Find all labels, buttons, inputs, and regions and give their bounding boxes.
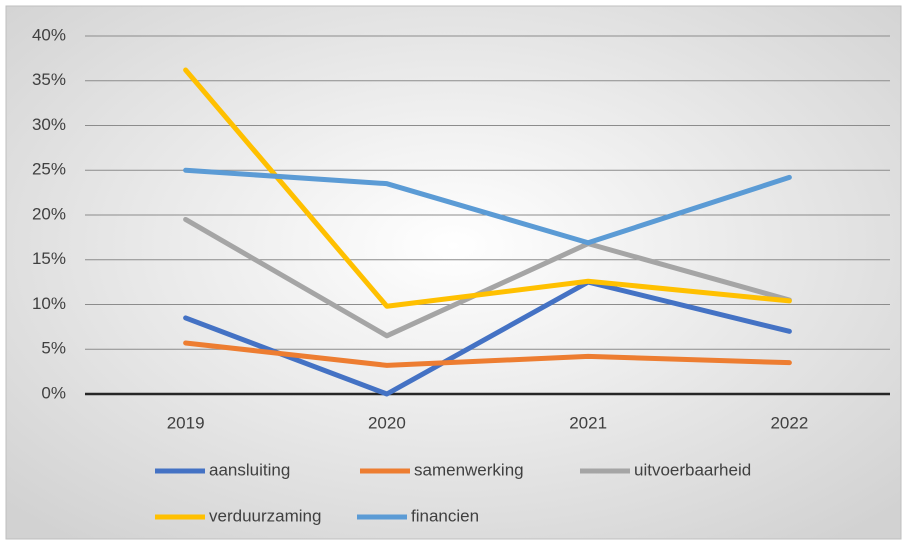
legend-label: financien	[411, 506, 479, 525]
y-tick-label: 25%	[32, 160, 66, 179]
x-tick-label: 2019	[167, 413, 205, 432]
y-tick-label: 20%	[32, 204, 66, 223]
y-tick-label: 15%	[32, 249, 66, 268]
x-tick-label: 2021	[569, 413, 607, 432]
legend-label: aansluiting	[209, 460, 290, 479]
x-tick-label: 2020	[368, 413, 406, 432]
series-line	[183, 67, 792, 309]
legend-label: samenwerking	[414, 460, 524, 479]
y-tick-label: 10%	[32, 294, 66, 313]
series-line	[183, 167, 792, 246]
series-line	[183, 216, 792, 339]
y-tick-label: 0%	[41, 383, 66, 402]
chart-background	[5, 5, 902, 540]
y-tick-label: 40%	[32, 25, 66, 44]
legend-label: uitvoerbaarheid	[634, 460, 751, 479]
x-tick-label: 2022	[770, 413, 808, 432]
y-tick-label: 5%	[41, 339, 66, 358]
y-tick-label: 30%	[32, 115, 66, 134]
series-line	[183, 340, 792, 368]
legend-label: verduurzaming	[209, 506, 321, 525]
y-tick-label: 35%	[32, 70, 66, 89]
